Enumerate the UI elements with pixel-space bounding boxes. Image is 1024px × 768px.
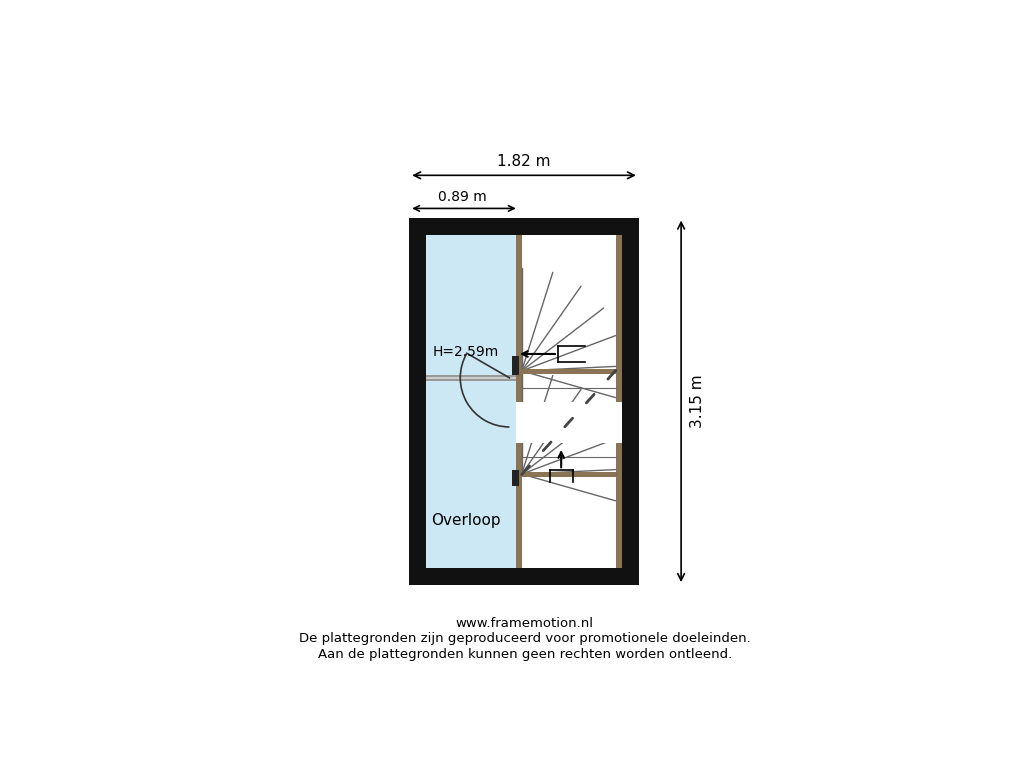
Text: De plattegronden zijn geproduceerd voor promotionele doeleinden.: De plattegronden zijn geproduceerd voor … bbox=[299, 632, 751, 645]
Bar bbox=[515, 234, 521, 568]
Bar bbox=[615, 234, 622, 568]
Bar bbox=[426, 234, 515, 568]
Bar bbox=[512, 356, 518, 375]
Text: Aan de plattegronden kunnen geen rechten worden ontleend.: Aan de plattegronden kunnen geen rechten… bbox=[317, 647, 732, 660]
Bar bbox=[515, 472, 615, 477]
Bar bbox=[512, 470, 518, 485]
Bar bbox=[426, 375, 515, 377]
Text: H=2.59m: H=2.59m bbox=[432, 346, 499, 359]
Text: 1.82 m: 1.82 m bbox=[498, 154, 551, 169]
Bar bbox=[426, 375, 515, 381]
Bar bbox=[426, 379, 515, 381]
Bar bbox=[515, 369, 615, 374]
Text: 0.89 m: 0.89 m bbox=[438, 190, 486, 204]
Text: www.framemotion.nl: www.framemotion.nl bbox=[456, 617, 594, 630]
Bar bbox=[426, 234, 622, 568]
Text: 3.15 m: 3.15 m bbox=[690, 375, 706, 428]
Text: Overloop: Overloop bbox=[432, 513, 501, 528]
Bar bbox=[410, 217, 639, 585]
Bar bbox=[515, 402, 622, 443]
